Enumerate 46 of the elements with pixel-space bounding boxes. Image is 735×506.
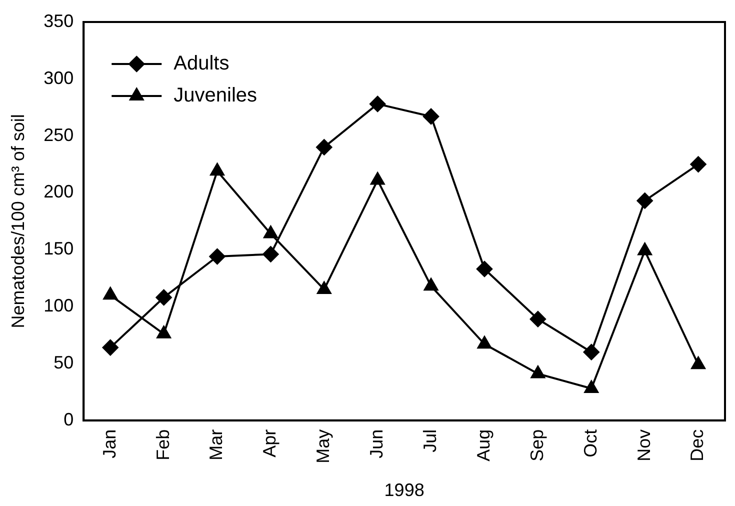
point [423, 108, 440, 124]
point [370, 96, 386, 112]
point [103, 287, 118, 300]
point [530, 311, 546, 328]
x-tick-label: Sep [526, 429, 547, 462]
y-tick-label: 0 [64, 409, 74, 430]
y-tick-label: 350 [44, 10, 74, 31]
point [156, 326, 171, 338]
x-tick-label: Oct [580, 429, 600, 458]
point [691, 356, 706, 370]
x-tick-label: Nov [634, 429, 654, 462]
point [316, 139, 332, 156]
point [210, 163, 224, 176]
x-tick-label: Jan [99, 429, 120, 458]
point [370, 172, 385, 185]
x-tick-label: May [313, 429, 334, 464]
point [262, 246, 279, 262]
x-axis-title: 1998 [384, 480, 424, 500]
y-tick-label: 100 [44, 296, 74, 316]
point [636, 192, 653, 209]
point [530, 366, 545, 378]
point [584, 380, 598, 394]
point [424, 278, 438, 291]
point [638, 242, 652, 256]
point [317, 281, 332, 294]
x-tick-label: Mar [206, 429, 226, 460]
point [690, 156, 706, 172]
point [476, 261, 492, 278]
x-tick-label: Aug [473, 429, 494, 462]
y-tick-label: 250 [44, 124, 74, 145]
y-tick-label: 50 [54, 352, 74, 372]
y-tick-label: 150 [44, 238, 74, 259]
x-tick-label: Feb [152, 429, 173, 460]
x-tick-label: Jul [420, 429, 440, 452]
point [477, 336, 492, 349]
point [264, 226, 278, 238]
legend-label: Adults [174, 52, 230, 75]
x-tick-label: Apr [260, 429, 280, 458]
x-tick-label: Dec [687, 429, 708, 462]
legend-label: Juveniles [174, 84, 258, 107]
point [209, 248, 226, 264]
x-tick-label: Jun [366, 429, 387, 458]
point [156, 289, 172, 306]
y-tick-label: 200 [44, 182, 74, 202]
y-axis-title: Nematodes/100 cm³ of soil [8, 114, 28, 328]
y-tick-label: 300 [44, 68, 74, 88]
